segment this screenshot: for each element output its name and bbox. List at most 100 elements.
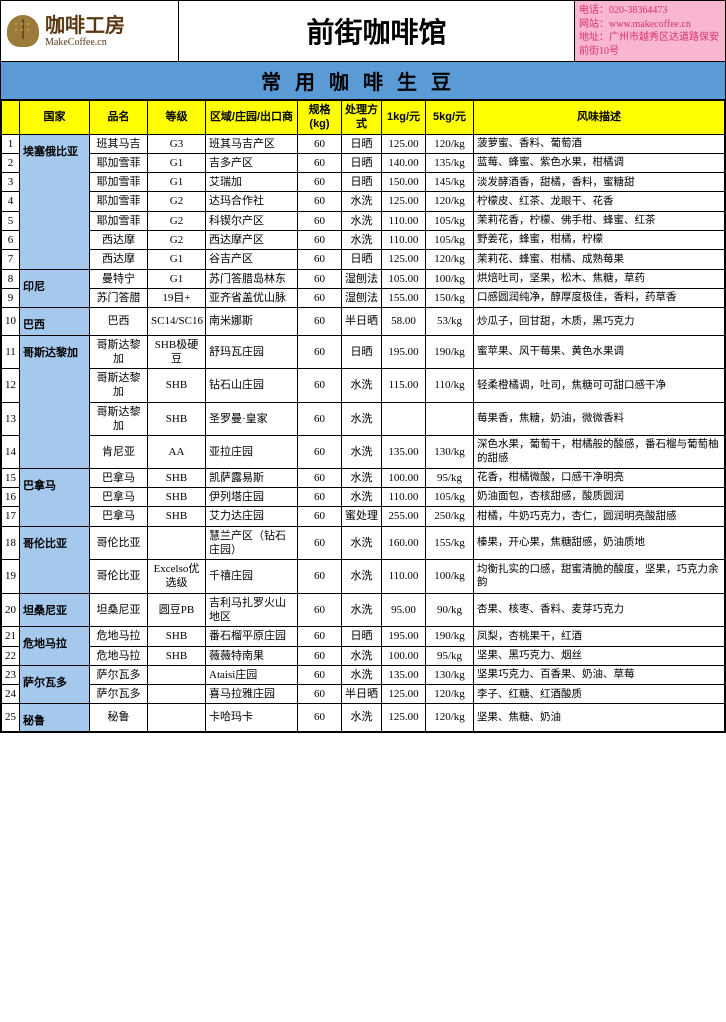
cell-p5: 105/kg [426,211,474,230]
cell-proc: 水洗 [342,231,382,250]
cell-grade: SHB [148,369,206,403]
col-header-7: 1kg/元 [382,101,426,135]
cell-p1: 125.00 [382,704,426,731]
cell-region: 喜马拉雅庄园 [206,685,298,704]
row-num: 3 [2,173,20,192]
cell-name: 曼特宁 [90,269,148,288]
cell-spec: 60 [298,665,342,684]
web-label: 网站： [579,19,609,30]
cell-proc: 水洗 [342,593,382,627]
cell-name: 哥伦比亚 [90,526,148,560]
row-num: 13 [2,402,20,436]
cell-p5: 105/kg [426,487,474,506]
cell-spec: 60 [298,646,342,665]
cell-region: 舒玛瓦庄园 [206,335,298,369]
cell-name: 西达摩 [90,250,148,269]
table-row: 1埃塞俄比亚班其马吉G3班其马吉产区60日晒125.00120/kg菠萝蜜、香料… [2,134,725,153]
cell-p1: 160.00 [382,526,426,560]
row-num: 9 [2,288,20,307]
cell-spec: 60 [298,173,342,192]
table-row: 18哥伦比亚哥伦比亚慧兰产区（钻石庄园）60水洗160.00155/kg榛果，开… [2,526,725,560]
cell-p1: 125.00 [382,192,426,211]
col-header-8: 5kg/元 [426,101,474,135]
logo-cell: 咖啡工房 MakeCoffee.cn [1,1,179,61]
col-header-5: 规格(kg) [298,101,342,135]
cell-name: 巴拿马 [90,468,148,487]
col-header-1: 国家 [20,101,90,135]
cell-flavor: 坚果、焦糖、奶油 [474,704,725,731]
cell-proc: 水洗 [342,192,382,211]
cell-flavor: 花香，柑橘微酸，口感干净明亮 [474,468,725,487]
cell-p1: 195.00 [382,627,426,646]
cell-spec: 60 [298,192,342,211]
row-num: 10 [2,308,20,335]
row-num: 24 [2,685,20,704]
cell-region: 亚齐省盖优山脉 [206,288,298,307]
cell-spec: 60 [298,335,342,369]
cell-flavor: 茉莉花香，柠檬、佛手柑、蜂蜜、红茶 [474,211,725,230]
cell-p5: 130/kg [426,436,474,468]
cell-p1: 150.00 [382,173,426,192]
cell-flavor: 蓝莓、蜂蜜、紫色水果，柑橘调 [474,153,725,172]
cell-grade: G1 [148,173,206,192]
cell-flavor: 轻柔橙橘调，吐司，焦糖可可甜口感干净 [474,369,725,403]
section-title: 常用咖啡生豆 [1,62,725,100]
cell-spec: 60 [298,487,342,506]
cell-p5: 190/kg [426,335,474,369]
cell-region: 慧兰产区（钻石庄园） [206,526,298,560]
cell-name: 危地马拉 [90,627,148,646]
cell-p5: 120/kg [426,250,474,269]
row-num: 22 [2,646,20,665]
cell-region: 南米娜斯 [206,308,298,335]
cell-p5: 105/kg [426,231,474,250]
cell-proc: 日晒 [342,134,382,153]
cell-spec: 60 [298,685,342,704]
cell-flavor: 凤梨，杏桃果干，红酒 [474,627,725,646]
cell-p5: 95/kg [426,646,474,665]
row-num: 7 [2,250,20,269]
cell-p1 [382,402,426,436]
logo-en: MakeCoffee.cn [45,37,125,48]
cell-region: 苏门答腊岛林东 [206,269,298,288]
cell-p5: 100/kg [426,269,474,288]
cell-p1: 155.00 [382,288,426,307]
cell-region: 番石榴平原庄园 [206,627,298,646]
table-row: 24萨尔瓦多喜马拉雅庄园60半日晒125.00120/kg李子、红糖、红酒酸质 [2,685,725,704]
cell-p5 [426,402,474,436]
cell-p5: 120/kg [426,685,474,704]
table-row: 12哥斯达黎加SHB钻石山庄园60水洗115.00110/kg轻柔橙橘调，吐司，… [2,369,725,403]
cell-name: 哥斯达黎加 [90,335,148,369]
cell-grade: G2 [148,192,206,211]
cell-proc: 半日晒 [342,685,382,704]
cell-name: 秘鲁 [90,704,148,731]
cell-spec: 60 [298,704,342,731]
row-num: 11 [2,335,20,369]
cell-proc: 日晒 [342,250,382,269]
cell-proc: 水洗 [342,211,382,230]
cell-grade: 19目+ [148,288,206,307]
cell-spec: 60 [298,627,342,646]
cell-flavor: 李子、红糖、红酒酸质 [474,685,725,704]
cell-name: 巴拿马 [90,487,148,506]
cell-p5: 120/kg [426,192,474,211]
cell-flavor: 莓果香，焦糖，奶油，微微香料 [474,402,725,436]
table-row: 21危地马拉危地马拉SHB番石榴平原庄园60日晒195.00190/kg凤梨，杏… [2,627,725,646]
cell-grade: SHB [148,646,206,665]
cell-grade [148,526,206,560]
cell-region: 卡哈玛卡 [206,704,298,731]
cell-spec: 60 [298,308,342,335]
cell-grade: SHB [148,402,206,436]
phone-label: 电话： [579,5,609,16]
coffee-table: 国家品名等级区域/庄园/出口商规格(kg)处理方式1kg/元5kg/元风味描述 … [1,100,725,732]
cell-flavor: 淡发酵酒香，甜橘，香料，蜜糖甜 [474,173,725,192]
country-cell: 哥伦比亚 [20,526,90,593]
addr-label: 地址： [579,32,609,43]
cell-p1: 195.00 [382,335,426,369]
contact-cell: 电话：020-38364473 网站：www.makecoffee.cn 地址：… [575,1,725,61]
cell-spec: 60 [298,369,342,403]
cell-flavor: 柠檬皮、红茶、龙眼干、花香 [474,192,725,211]
table-row: 25秘鲁秘鲁卡哈玛卡60水洗125.00120/kg坚果、焦糖、奶油 [2,704,725,731]
cell-p5: 120/kg [426,134,474,153]
country-cell: 巴西 [20,308,90,335]
cell-region: 谷吉产区 [206,250,298,269]
